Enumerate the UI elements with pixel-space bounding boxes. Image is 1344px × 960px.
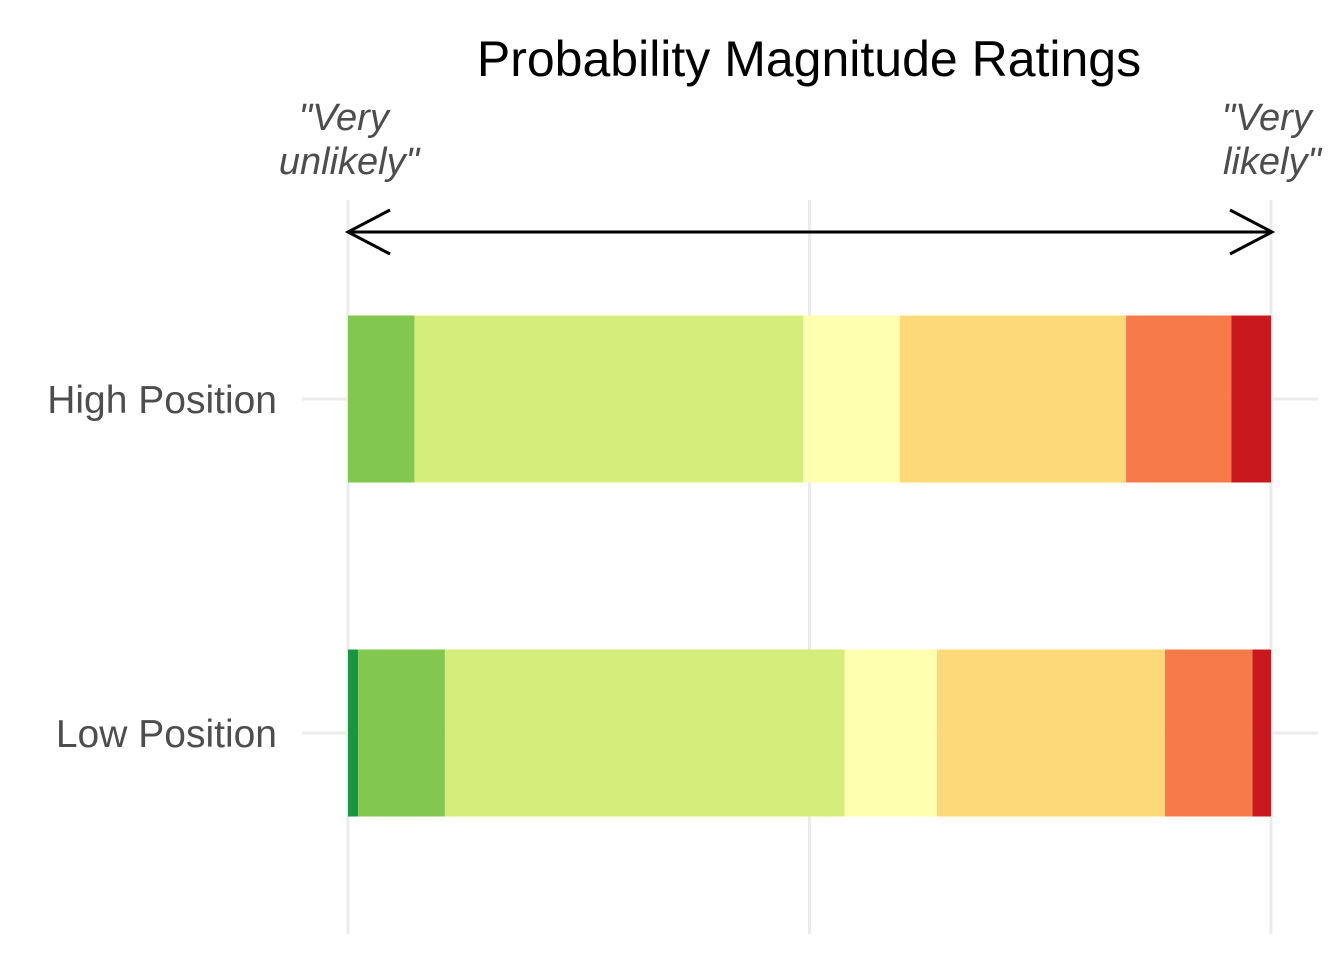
bar-segment-0-3 [803,315,900,483]
scale-end-label-line-1: "Very [1222,97,1314,139]
bar-segment-1-2 [444,649,845,817]
bar-segment-1-5 [1164,649,1253,817]
chart-title: Probability Magnitude Ratings [477,31,1141,87]
double-arrow [344,208,1276,256]
scale-end-label-line-2: likely" [1223,141,1322,183]
bar-segment-0-2 [414,315,804,483]
scale-start-label-line-1: "Very [299,97,391,139]
bars-layer [348,315,1271,817]
category-labels: High Position Low Position [47,379,277,756]
scale-start-label-line-2: unlikely" [279,141,421,183]
bar-segment-1-1 [358,649,445,817]
category-label: Low Position [56,713,277,756]
bar-segment-1-6 [1252,649,1271,817]
bar-segment-0-1 [348,315,415,483]
bar-segment-1-0 [348,649,359,817]
bar-segment-1-4 [936,649,1165,817]
category-label: High Position [47,379,277,422]
bar-segment-0-6 [1231,315,1271,483]
grid-layer [302,200,1318,934]
bar-segment-0-5 [1126,315,1232,483]
scale-start-label: "Very unlikely" [279,97,421,183]
bar-segment-0-4 [899,315,1127,483]
scale-end-label: "Very likely" [1222,97,1323,183]
bar-segment-1-3 [844,649,937,817]
